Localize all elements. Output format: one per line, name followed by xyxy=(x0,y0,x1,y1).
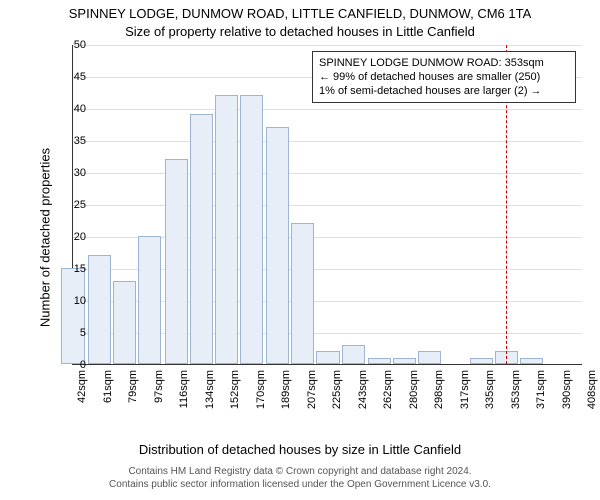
y-tick-label: 15 xyxy=(46,263,86,275)
histogram-bar xyxy=(190,114,213,364)
x-tick-label: 262sqm xyxy=(382,370,394,409)
footer-line: Contains HM Land Registry data © Crown c… xyxy=(0,465,600,478)
y-tick-label: 40 xyxy=(46,103,86,115)
x-tick-label: 243sqm xyxy=(357,370,369,409)
x-tick-label: 298sqm xyxy=(433,370,445,409)
chart-title-sub: Size of property relative to detached ho… xyxy=(0,24,600,39)
x-tick-label: 79sqm xyxy=(127,370,139,403)
x-tick-label: 61sqm xyxy=(102,370,114,403)
chart-title-main: SPINNEY LODGE, DUNMOW ROAD, LITTLE CANFI… xyxy=(0,6,600,21)
histogram-bar xyxy=(418,351,441,364)
x-tick-label: 116sqm xyxy=(178,370,190,408)
histogram-bar xyxy=(113,281,136,364)
histogram-bar xyxy=(88,255,111,364)
histogram-bar xyxy=(240,95,263,364)
y-tick-label: 10 xyxy=(46,295,86,307)
histogram-bar xyxy=(291,223,314,364)
x-tick-label: 189sqm xyxy=(280,370,292,409)
x-tick-label: 353sqm xyxy=(510,370,522,409)
x-tick-label: 317sqm xyxy=(459,370,471,409)
annotation-line: SPINNEY LODGE DUNMOW ROAD: 353sqm xyxy=(319,56,569,70)
histogram-bar xyxy=(342,345,365,364)
x-tick-label: 152sqm xyxy=(229,370,241,409)
annotation-line: 1% of semi-detached houses are larger (2… xyxy=(319,84,569,98)
y-tick-label: 20 xyxy=(46,231,86,243)
x-axis-label: Distribution of detached houses by size … xyxy=(0,442,600,457)
annotation-line: ← 99% of detached houses are smaller (25… xyxy=(319,70,569,84)
histogram-bar xyxy=(215,95,238,364)
x-tick-label: 408sqm xyxy=(586,370,598,409)
x-tick-label: 225sqm xyxy=(331,370,343,409)
x-tick-label: 207sqm xyxy=(306,370,318,409)
property-size-chart: SPINNEY LODGE, DUNMOW ROAD, LITTLE CANFI… xyxy=(0,0,600,500)
x-tick-label: 371sqm xyxy=(535,370,547,409)
y-tick-label: 5 xyxy=(46,327,86,339)
y-tick-label: 45 xyxy=(46,71,86,83)
x-tick-label: 280sqm xyxy=(408,370,420,409)
x-tick-label: 335sqm xyxy=(484,370,496,409)
y-tick-label: 35 xyxy=(46,135,86,147)
x-tick-label: 390sqm xyxy=(561,370,573,409)
histogram-bar xyxy=(368,358,391,364)
histogram-bar xyxy=(520,358,543,364)
x-tick-label: 42sqm xyxy=(76,370,88,403)
y-tick-label: 50 xyxy=(46,39,86,51)
histogram-bar xyxy=(165,159,188,364)
x-tick-label: 170sqm xyxy=(255,370,267,409)
histogram-bar xyxy=(61,268,84,364)
histogram-bar xyxy=(266,127,289,364)
histogram-bar xyxy=(138,236,161,364)
x-tick-label: 134sqm xyxy=(204,370,216,409)
annotation-box: SPINNEY LODGE DUNMOW ROAD: 353sqm ← 99% … xyxy=(312,51,576,103)
footer-line: Contains public sector information licen… xyxy=(0,478,600,491)
histogram-bar xyxy=(470,358,493,364)
histogram-bar xyxy=(316,351,339,364)
histogram-bar xyxy=(393,358,416,364)
chart-footer: Contains HM Land Registry data © Crown c… xyxy=(0,465,600,491)
x-tick-label: 97sqm xyxy=(153,370,165,403)
y-tick-label: 30 xyxy=(46,167,86,179)
y-tick-label: 25 xyxy=(46,199,86,211)
